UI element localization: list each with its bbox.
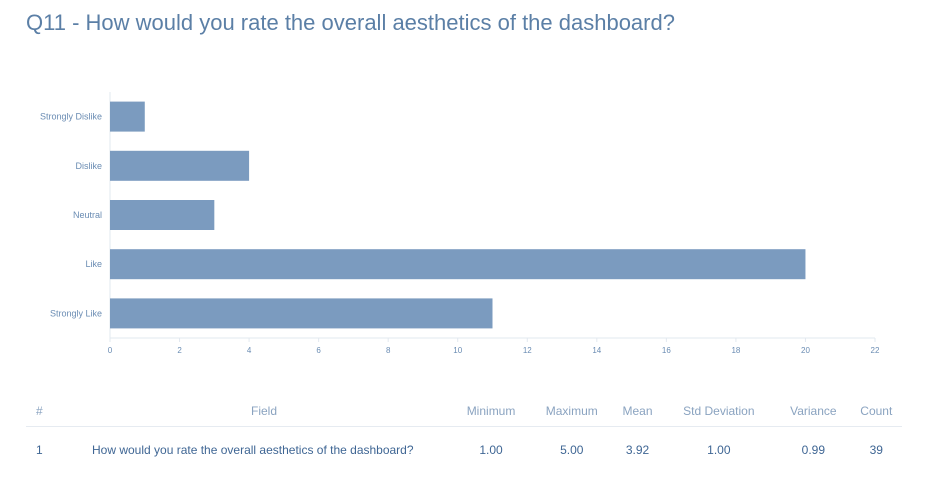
cell-maximum: 5.00 xyxy=(560,443,584,457)
category-label: Neutral xyxy=(73,210,102,220)
x-tick-label: 18 xyxy=(731,346,740,355)
cell-count: 39 xyxy=(869,443,883,457)
cell-variance: 0.99 xyxy=(801,443,825,457)
x-tick-label: 8 xyxy=(386,346,391,355)
x-tick-label: 14 xyxy=(592,346,601,355)
bar-chart: Strongly Dislike Dislike Neutral Like Strong… xyxy=(40,92,880,355)
header-maximum: Maximum xyxy=(530,396,614,427)
page-title: Q11 - How would you rate the overall aes… xyxy=(26,10,675,35)
cell-index: 1 xyxy=(36,443,43,457)
category-label: Dislike xyxy=(75,161,102,171)
x-tick-label: 20 xyxy=(801,346,810,355)
header-count: Count xyxy=(850,396,902,427)
header-field: Field xyxy=(76,396,452,427)
x-tick-label: 22 xyxy=(871,346,880,355)
statistics-table: # Field Minimum Maximum Mean Std Deviati… xyxy=(26,396,902,473)
header-std-deviation: Std Deviation xyxy=(661,396,777,427)
x-tick-label: 6 xyxy=(316,346,321,355)
table-row: 1 How would you rate the overall aesthet… xyxy=(26,427,902,474)
bar xyxy=(110,200,215,230)
x-tick-label: 4 xyxy=(247,346,252,355)
header-variance: Variance xyxy=(776,396,851,427)
x-tick-label: 12 xyxy=(523,346,532,355)
bar xyxy=(110,249,806,280)
cell-field: How would you rate the overall aesthetic… xyxy=(92,443,414,457)
category-label: Strongly Dislike xyxy=(40,112,102,122)
header-index: # xyxy=(26,396,76,427)
x-tick-label: 10 xyxy=(453,346,462,355)
bar xyxy=(110,101,145,132)
category-label: Like xyxy=(85,259,102,269)
cell-minimum: 1.00 xyxy=(479,443,503,457)
header-mean: Mean xyxy=(613,396,662,427)
x-tick-label: 0 xyxy=(108,346,113,355)
category-label: Strongly Like xyxy=(50,308,102,318)
header-minimum: Minimum xyxy=(452,396,531,427)
bar xyxy=(110,298,493,329)
x-tick-label: 16 xyxy=(662,346,671,355)
x-tick-label: 2 xyxy=(177,346,182,355)
cell-std-deviation: 1.00 xyxy=(707,443,731,457)
table-header-row: # Field Minimum Maximum Mean Std Deviati… xyxy=(26,396,902,427)
cell-mean: 3.92 xyxy=(625,443,650,457)
bar xyxy=(110,150,250,181)
